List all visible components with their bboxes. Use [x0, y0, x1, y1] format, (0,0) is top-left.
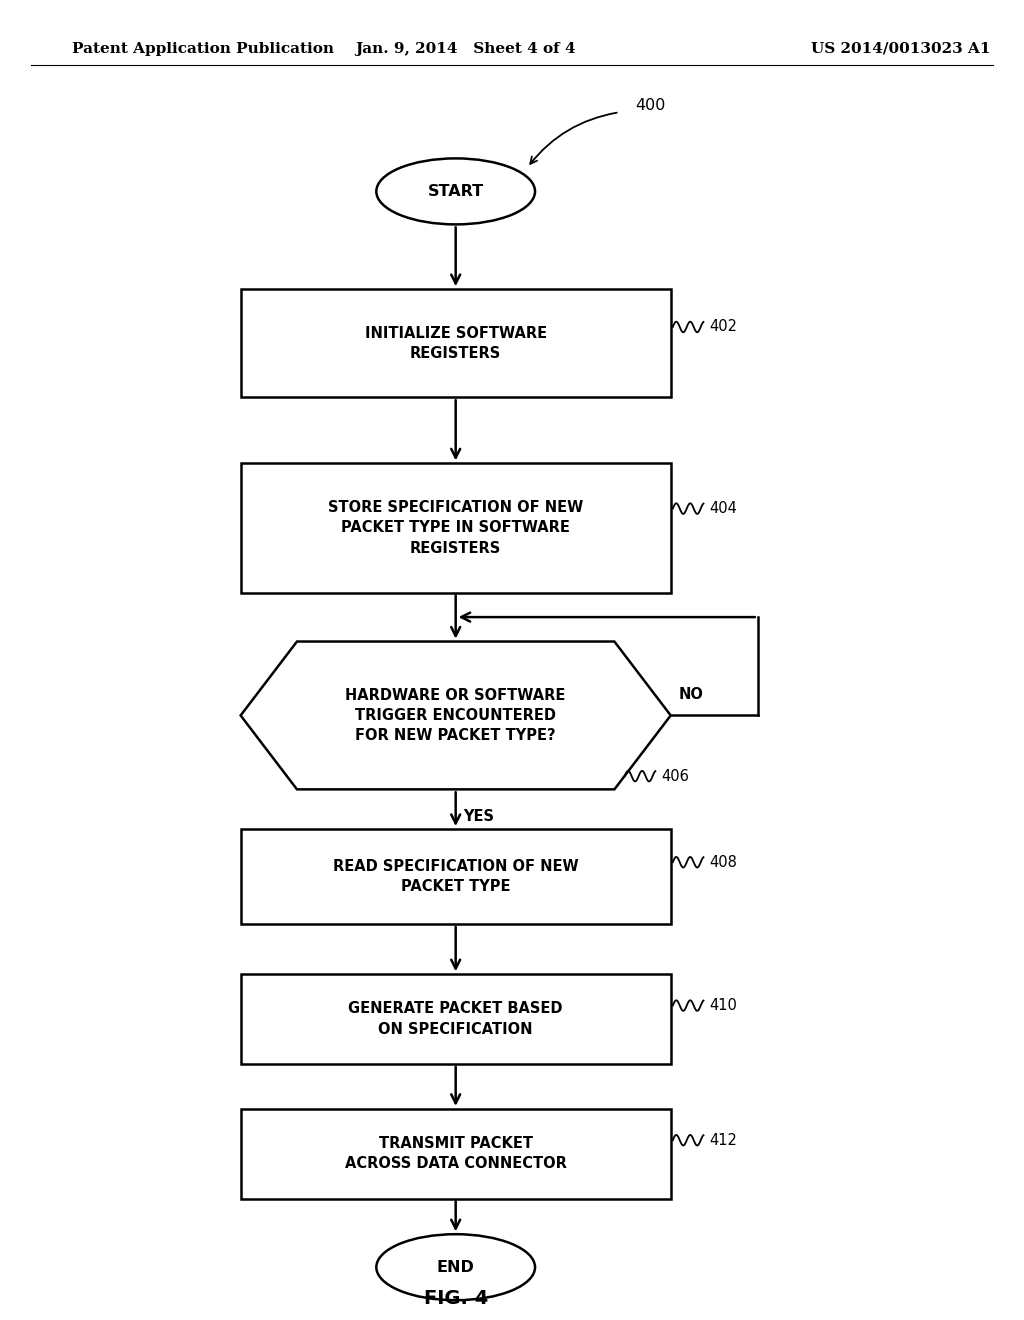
Text: TRANSMIT PACKET
ACROSS DATA CONNECTOR: TRANSMIT PACKET ACROSS DATA CONNECTOR — [345, 1137, 566, 1171]
Text: START: START — [428, 183, 483, 199]
Text: NO: NO — [679, 688, 703, 702]
Text: YES: YES — [463, 809, 494, 824]
Text: FIG. 4: FIG. 4 — [424, 1290, 487, 1308]
Bar — [241, 1109, 671, 1199]
Text: 406: 406 — [662, 768, 689, 784]
Text: 408: 408 — [710, 855, 737, 870]
Text: 412: 412 — [710, 1133, 737, 1147]
Text: HARDWARE OR SOFTWARE
TRIGGER ENCOUNTERED
FOR NEW PACKET TYPE?: HARDWARE OR SOFTWARE TRIGGER ENCOUNTERED… — [345, 688, 566, 743]
Text: STORE SPECIFICATION OF NEW
PACKET TYPE IN SOFTWARE
REGISTERS: STORE SPECIFICATION OF NEW PACKET TYPE I… — [328, 500, 584, 556]
Text: GENERATE PACKET BASED
ON SPECIFICATION: GENERATE PACKET BASED ON SPECIFICATION — [348, 1002, 563, 1036]
Text: END: END — [437, 1259, 474, 1275]
Bar — [241, 974, 671, 1064]
Text: Patent Application Publication: Patent Application Publication — [72, 42, 334, 55]
Text: 400: 400 — [635, 98, 666, 114]
Bar — [241, 289, 671, 397]
Bar — [241, 463, 671, 593]
Text: 410: 410 — [710, 998, 737, 1012]
Text: INITIALIZE SOFTWARE
REGISTERS: INITIALIZE SOFTWARE REGISTERS — [365, 326, 547, 360]
Text: READ SPECIFICATION OF NEW
PACKET TYPE: READ SPECIFICATION OF NEW PACKET TYPE — [333, 859, 579, 894]
Text: 404: 404 — [710, 502, 737, 516]
Text: 402: 402 — [710, 319, 737, 334]
Bar — [241, 829, 671, 924]
Text: Jan. 9, 2014   Sheet 4 of 4: Jan. 9, 2014 Sheet 4 of 4 — [355, 42, 577, 55]
Text: US 2014/0013023 A1: US 2014/0013023 A1 — [811, 42, 991, 55]
